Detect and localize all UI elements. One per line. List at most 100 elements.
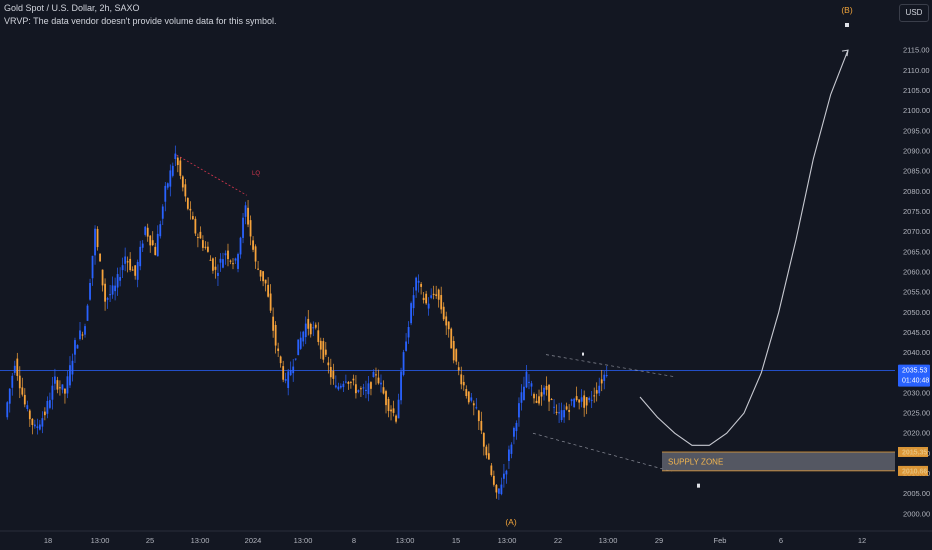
- candle-body: [38, 424, 41, 430]
- candle-body: [41, 418, 44, 427]
- candle-body: [124, 256, 127, 264]
- candle-body: [96, 228, 99, 248]
- supply-zone-label: SUPPLY ZONE: [668, 457, 723, 466]
- candle-body: [497, 488, 500, 494]
- candle-body: [422, 297, 425, 301]
- candle-body: [442, 306, 445, 320]
- candle-body: [490, 465, 493, 476]
- candle-body: [570, 399, 573, 402]
- y-tick-label: 2070.00: [903, 227, 930, 236]
- candle-body: [485, 446, 488, 456]
- candle-body: [470, 397, 473, 401]
- candle-body: [164, 185, 167, 202]
- candle-body: [578, 399, 581, 403]
- candle-body: [126, 261, 129, 263]
- candle-body: [349, 381, 352, 383]
- candle-body: [209, 259, 212, 261]
- candle-body: [462, 381, 465, 386]
- candle-body: [400, 371, 402, 401]
- candle-body: [588, 397, 591, 401]
- y-tick-label: 2100.00: [903, 106, 930, 115]
- candle-body: [533, 394, 535, 399]
- candle-body: [332, 370, 335, 379]
- candle-body: [380, 382, 382, 385]
- liquidity-label: LQ: [252, 171, 260, 177]
- candle-body: [262, 271, 265, 282]
- candle-body: [116, 274, 119, 288]
- candle-body: [299, 337, 302, 349]
- candle-body: [415, 277, 418, 291]
- candle-body: [508, 449, 510, 462]
- candle-body: [595, 390, 598, 394]
- candle-body: [144, 226, 147, 235]
- candle-body: [352, 378, 355, 381]
- candle-body: [26, 405, 29, 410]
- candle-body: [139, 246, 142, 267]
- candle-body: [267, 284, 270, 297]
- candle-body: [154, 246, 157, 256]
- x-tick-label: 12: [858, 536, 866, 545]
- candle-body: [445, 316, 448, 326]
- candle-body: [432, 293, 435, 296]
- candle-body: [252, 240, 254, 250]
- x-tick-label: 13:00: [498, 536, 517, 545]
- candle-body: [513, 427, 515, 437]
- candle-body: [224, 253, 227, 256]
- candle-body: [322, 341, 325, 360]
- last-price-label-bg: [898, 364, 930, 387]
- candle-body: [64, 388, 66, 394]
- x-tick-label: 13:00: [294, 536, 313, 545]
- candle-body: [217, 272, 219, 276]
- candle-body: [74, 340, 76, 355]
- candle-body: [455, 349, 458, 362]
- currency-button[interactable]: USD: [899, 4, 929, 22]
- candle-body: [377, 377, 380, 384]
- projection-arrowhead: [841, 49, 849, 57]
- candle-body: [427, 303, 430, 309]
- candle-body: [357, 390, 360, 392]
- candle-body: [227, 250, 229, 260]
- candle-body: [84, 326, 86, 335]
- candle-body: [161, 206, 164, 219]
- candle-body: [146, 227, 149, 237]
- candle-body: [590, 399, 593, 401]
- candle-body: [324, 349, 327, 355]
- channel-upper-line: [545, 354, 676, 378]
- candle-body: [355, 384, 357, 394]
- candle-body: [46, 400, 49, 414]
- candle-body: [385, 391, 387, 406]
- wave-label-a: (A): [505, 517, 517, 527]
- candle-body: [412, 295, 415, 309]
- candle-body: [59, 387, 61, 389]
- candle-body: [284, 379, 287, 381]
- candle-body: [189, 208, 192, 211]
- price-axis-panel[interactable]: [895, 0, 932, 550]
- candle-body: [99, 253, 101, 262]
- candle-body: [121, 265, 124, 271]
- x-tick-label: 22: [554, 536, 562, 545]
- candle-body: [410, 303, 412, 324]
- y-tick-label: 2085.00: [903, 167, 930, 176]
- vrvp-note: VRVP: The data vendor doesn't provide vo…: [4, 16, 277, 26]
- candle-body: [169, 170, 172, 187]
- y-tick-label: 2040.00: [903, 348, 930, 357]
- candle-body: [563, 410, 566, 418]
- candle-body: [535, 400, 538, 403]
- candle-body: [565, 406, 568, 410]
- candle-body: [347, 381, 350, 384]
- y-tick-label: 2080.00: [903, 187, 930, 196]
- candle-body: [329, 366, 332, 378]
- candle-body: [360, 388, 362, 390]
- price-caption-bg: [898, 465, 928, 476]
- channel-marker: [582, 352, 584, 356]
- candle-body: [312, 327, 315, 329]
- candle-body: [598, 385, 601, 394]
- candle-body: [61, 384, 64, 390]
- candle-body: [585, 397, 588, 406]
- candle-body: [558, 412, 560, 414]
- candle-body: [11, 375, 14, 388]
- candle-body: [339, 385, 342, 388]
- candle-body: [151, 240, 154, 246]
- wave-label-b: (B): [841, 5, 853, 15]
